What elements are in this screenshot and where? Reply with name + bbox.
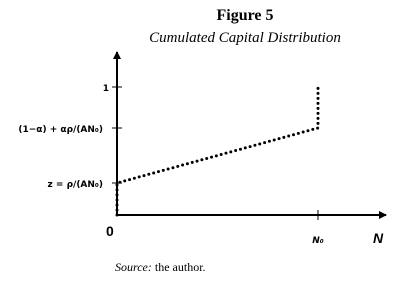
figure-title: Figure 5 <box>216 7 273 24</box>
source-label: Source: <box>115 260 152 274</box>
source-note: Source: the author. <box>115 260 206 274</box>
source-text: the author. <box>155 260 206 274</box>
y-label: z = ρ/(AN₀) <box>48 180 103 190</box>
distribution-curve <box>115 85 320 217</box>
figure-subtitle: Cumulated Capital Distribution <box>149 30 341 46</box>
y-label: 1 <box>103 84 109 94</box>
x-tick-label: N₀ <box>312 236 324 246</box>
y-label: (1−α) + αρ/(AN₀) <box>18 125 103 135</box>
origin-label: 0 <box>106 223 114 239</box>
x-axis-label: N <box>373 230 384 246</box>
